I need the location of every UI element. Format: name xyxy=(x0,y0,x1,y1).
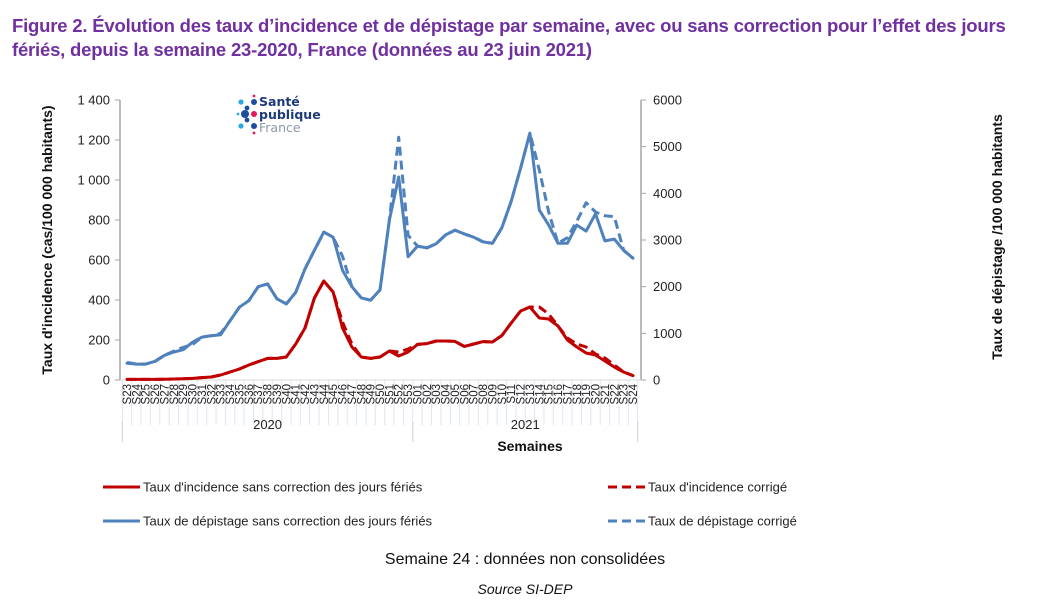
legend: Taux d'incidence sans correction des jou… xyxy=(103,480,797,529)
right-axis-tick-label: 1000 xyxy=(653,326,682,341)
x-axis-tick-label: S21 xyxy=(600,384,612,404)
x-axis-tick-label: S43 xyxy=(309,384,321,404)
x-axis-tick-label: S06 xyxy=(459,384,471,404)
x-axis-tick-label: S19 xyxy=(581,384,593,404)
x-axis-tick-label: S10 xyxy=(497,384,509,404)
left-axis-tick-label: 1 000 xyxy=(77,173,110,188)
x-axis-tick-label: S13 xyxy=(525,384,537,404)
series-layer xyxy=(125,131,635,381)
x-axis-tick-label: S33 xyxy=(216,384,228,404)
x-axis-tick-label: S41 xyxy=(291,384,303,404)
x-axis-tick-label: S46 xyxy=(338,384,350,404)
x-axis-tick-label: S05 xyxy=(450,384,462,404)
x-axis-tick-label: S23 xyxy=(122,384,134,404)
sante-publique-france-logo: Santé publique France xyxy=(236,93,346,143)
x-axis-tick-label: S49 xyxy=(366,384,378,404)
x-axis-tick-label: S17 xyxy=(562,384,574,404)
year-group-label: 2021 xyxy=(511,417,540,432)
x-axis-tick-label: S09 xyxy=(487,384,499,404)
left-axis-title: Taux d'incidence (cas/100 000 habitants) xyxy=(39,105,55,374)
x-axis-tick-label: S04 xyxy=(441,383,453,404)
x-axis-tick-label: S32 xyxy=(206,384,218,404)
right-axis-tick-label: 4000 xyxy=(653,186,682,201)
x-axis-tick-label: S28 xyxy=(169,384,181,404)
x-axis-tick-label: S34 xyxy=(225,383,237,404)
x-axis-tick-label: S02 xyxy=(422,384,434,404)
x-axis-tick-label: S20 xyxy=(591,384,603,404)
x-axis-tick-label: S08 xyxy=(478,384,490,404)
x-axis-tick-label: S42 xyxy=(300,384,312,404)
note-unconsolidated: Semaine 24 : données non consolidées xyxy=(384,551,666,568)
legend-item: Taux d'incidence corrigé xyxy=(608,480,787,495)
x-axis-tick-label: S22 xyxy=(609,384,621,404)
x-axis-tick-label: S29 xyxy=(178,384,190,404)
x-axis-tick-label: S35 xyxy=(234,384,246,404)
right-axis-tick-label: 0 xyxy=(653,373,660,388)
x-axis-tick-label: S52 xyxy=(394,384,406,404)
x-axis-tick-label: S45 xyxy=(328,384,340,404)
right-axis-tick-label: 2000 xyxy=(653,279,682,294)
left-axis-tick-label: 400 xyxy=(88,293,110,308)
x-axis-tick-label: S50 xyxy=(375,384,387,404)
legend-label: Taux de dépistage corrigé xyxy=(648,514,797,529)
x-axis-tick-label: S37 xyxy=(253,384,265,404)
x-axis-tick-label: S44 xyxy=(319,383,331,404)
logo-dots-icon xyxy=(236,94,257,135)
right-axis-tick-label: 6000 xyxy=(653,93,682,108)
left-axis-tick-label: 1 200 xyxy=(77,133,110,148)
x-axis-tick-label: S18 xyxy=(572,384,584,404)
logo-line-1: Santé xyxy=(259,94,300,109)
series-line-taux-de-depistage-corrige xyxy=(126,131,634,366)
left-axis-tick-label: 0 xyxy=(103,373,110,388)
x-axis-tick-label: S23 xyxy=(619,384,631,404)
x-axis-tick-label: S14 xyxy=(534,383,546,404)
figure-title: Figure 2. Évolution des taux d’incidence… xyxy=(12,15,1006,60)
x-axis-tick-label: S07 xyxy=(469,384,481,404)
x-axis-tick-label: S16 xyxy=(553,384,565,404)
series-line-taux-de-depistage-sans-correction-des-jours-feries xyxy=(125,131,635,366)
source-note: Source SI-DEP xyxy=(477,581,573,597)
series-line-taux-d-incidence-corrige xyxy=(127,279,634,381)
x-axis-tick-label: S36 xyxy=(244,384,256,404)
logo-line-3: France xyxy=(259,120,301,135)
x-axis-tick-label: S12 xyxy=(516,384,528,404)
x-axis-tick-label: S24 xyxy=(131,383,143,404)
x-axis-tick-label: S03 xyxy=(431,384,443,404)
legend-item: Taux d'incidence sans correction des jou… xyxy=(103,480,423,495)
x-axis-tick-label: S39 xyxy=(272,384,284,404)
year-group-label: 2020 xyxy=(253,417,282,432)
x-axis-tick-label: S48 xyxy=(356,384,368,404)
x-axis-tick-label: S27 xyxy=(159,384,171,404)
x-axis-tick-label: S38 xyxy=(263,384,275,404)
legend-label: Taux d'incidence corrigé xyxy=(648,480,787,495)
x-axis-tick-label: S01 xyxy=(412,384,424,404)
x-axis-tick-label: S47 xyxy=(347,384,359,404)
x-axis-title: Semaines xyxy=(497,438,563,454)
left-axis-tick-label: 600 xyxy=(88,253,110,268)
left-axis-tick-label: 200 xyxy=(88,333,110,348)
legend-item: Taux de dépistage sans correction des jo… xyxy=(103,514,433,529)
x-axis-tick-label: S25 xyxy=(141,384,153,404)
left-axis-tick-label: 800 xyxy=(88,213,110,228)
right-axis-tick-label: 3000 xyxy=(653,233,682,248)
x-axis-tick-label: S11 xyxy=(506,384,518,404)
legend-item: Taux de dépistage corrigé xyxy=(608,514,797,529)
legend-label: Taux d'incidence sans correction des jou… xyxy=(143,480,423,495)
x-axis-tick-label: S30 xyxy=(188,384,200,404)
right-axis-title: Taux de dépistage /100 000 habitants xyxy=(989,114,1005,360)
x-axis-tick-label: S51 xyxy=(384,384,396,404)
x-axis-tick-label: S26 xyxy=(150,384,162,404)
x-axis-tick-label: S24 xyxy=(628,383,640,404)
left-axis-tick-label: 1 400 xyxy=(77,93,110,108)
x-axis-tick-label: S40 xyxy=(281,384,293,404)
series-line-taux-d-incidence-sans-correction-des-jours-feries xyxy=(125,279,635,381)
x-axis-tick-label: S15 xyxy=(544,384,556,404)
right-axis-tick-label: 5000 xyxy=(653,139,682,154)
x-axis-tick-label: S31 xyxy=(197,384,209,404)
legend-label: Taux de dépistage sans correction des jo… xyxy=(143,514,433,529)
x-axis-tick-label: S53 xyxy=(403,384,415,404)
logo-line-2: publique xyxy=(259,107,321,122)
